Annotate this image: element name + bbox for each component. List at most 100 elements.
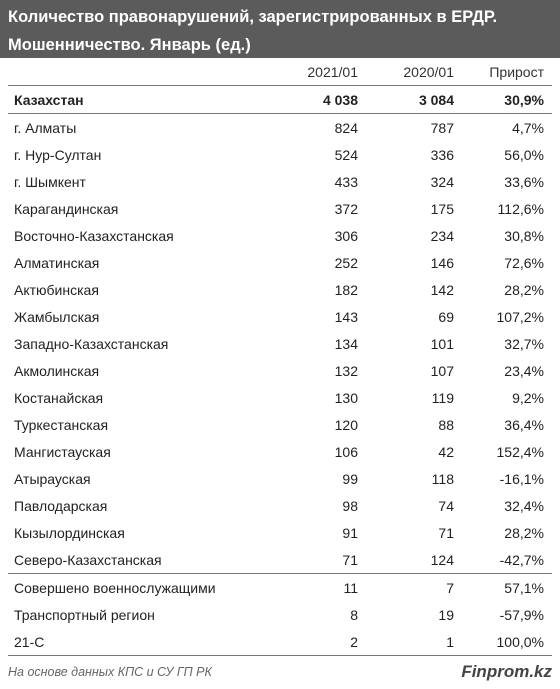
row-name: Кызылординская	[14, 524, 125, 541]
row-growth: -16,1%	[499, 470, 544, 487]
table-row-total: Казахстан 4 038 3 084 30,9%	[8, 85, 552, 114]
row-name: 21-С	[8, 628, 266, 656]
table-row: Актюбинская 182 142 28,2%	[8, 276, 552, 303]
table-row: Жамбылская 143 69 107,2%	[8, 303, 552, 330]
row-value-2020: 3 084	[366, 85, 462, 114]
row-value-2020: 787	[430, 119, 454, 136]
row-value-2020: 336	[430, 146, 454, 163]
table-row: г. Алматы 824 787 4,7%	[8, 114, 552, 142]
row-growth: 30,9%	[462, 85, 552, 114]
brand-logo: Finprom.kz	[461, 662, 552, 681]
row-growth: 9,2%	[512, 389, 544, 406]
row-value-2021: 134	[334, 335, 358, 352]
row-name: Карагандинская	[14, 200, 119, 217]
table-row: Кызылординская 91 71 28,2%	[8, 519, 552, 546]
row-value-2021: 130	[334, 389, 358, 406]
table-row: Западно-Казахстанская 134 101 32,7%	[8, 330, 552, 357]
row-growth: 72,6%	[504, 254, 544, 271]
row-name: Павлодарская	[14, 497, 108, 514]
row-value-2021: 8	[350, 606, 358, 623]
row-value-2020: 142	[430, 281, 454, 298]
table-row: 21-С 2 1 100,0%	[8, 628, 552, 656]
row-value-2021: 372	[334, 200, 358, 217]
table-row: Атырауская 99 118 -16,1%	[8, 465, 552, 492]
row-name: Восточно-Казахстанская	[14, 227, 174, 244]
row-growth: 107,2%	[496, 308, 544, 325]
table-row: Восточно-Казахстанская 306 234 30,8%	[8, 222, 552, 249]
row-name: Костанайская	[14, 389, 104, 406]
table-row: Мангистауская 106 42 152,4%	[8, 438, 552, 465]
row-value-2020: 101	[430, 335, 454, 352]
row-value-2021: 2	[266, 628, 366, 656]
row-value-2020: 175	[430, 200, 454, 217]
row-name: Западно-Казахстанская	[14, 335, 169, 352]
row-name: г. Алматы	[14, 119, 77, 136]
source-note: На основе данных КПС и СУ ГП РК	[8, 665, 212, 679]
row-growth: 152,4%	[496, 443, 544, 460]
row-value-2020: 234	[430, 227, 454, 244]
row-growth: 30,8%	[504, 227, 544, 244]
table-row: Акмолинская 132 107 23,4%	[8, 357, 552, 384]
row-name: Транспортный регион	[14, 606, 155, 623]
table-row: Северо-Казахстанская 71 124 -42,7%	[8, 546, 552, 574]
column-header-growth: Прирост	[489, 63, 544, 80]
footer: На основе данных КПС и СУ ГП РК Finprom.…	[8, 658, 552, 686]
row-growth: 32,4%	[504, 497, 544, 514]
row-value-2021: 99	[342, 470, 358, 487]
row-value-2021: 91	[342, 524, 358, 541]
row-growth: 23,4%	[504, 362, 544, 379]
row-value-2020: 324	[430, 173, 454, 190]
row-value-2020: 107	[430, 362, 454, 379]
table-row: Туркестанская 120 88 36,4%	[8, 411, 552, 438]
row-name: Алматинская	[14, 254, 100, 271]
data-table: 2021/01 2020/01 Прирост Казахстан 4 038 …	[8, 58, 552, 656]
row-value-2020: 146	[430, 254, 454, 271]
row-growth: 33,6%	[504, 173, 544, 190]
row-growth: 32,7%	[504, 335, 544, 352]
header-row: 2021/01 2020/01 Прирост	[8, 58, 552, 86]
row-value-2021: 106	[334, 443, 358, 460]
chart-title-line-2: Мошенничество. Январь (ед.)	[8, 36, 251, 54]
row-name: Северо-Казахстанская	[14, 551, 162, 568]
table-row: Совершено военнослужащими 11 7 57,1%	[8, 573, 552, 601]
row-growth: 100,0%	[462, 628, 552, 656]
row-value-2020: 74	[438, 497, 454, 514]
chart-title-line-1: Количество правонарушений, зарегистриров…	[8, 8, 498, 26]
table-row: Алматинская 252 146 72,6%	[8, 249, 552, 276]
row-value-2020: 118	[431, 470, 454, 487]
row-name: Актюбинская	[14, 281, 99, 298]
column-header-name	[8, 58, 266, 86]
row-growth: 56,0%	[504, 146, 544, 163]
column-header-2020: 2020/01	[403, 63, 454, 80]
table-row: Костанайская 130 119 9,2%	[8, 384, 552, 411]
row-value-2020: 1	[366, 628, 462, 656]
row-name: г. Нур-Султан	[14, 146, 102, 163]
row-value-2021: 433	[334, 173, 358, 190]
row-growth: 28,2%	[504, 524, 544, 541]
row-value-2021: 524	[334, 146, 358, 163]
table-body: Казахстан 4 038 3 084 30,9% г. Алматы 824…	[8, 85, 552, 656]
row-value-2021: 824	[334, 119, 358, 136]
row-name: Жамбылская	[14, 308, 100, 325]
row-growth: 28,2%	[504, 281, 544, 298]
row-value-2021: 11	[266, 573, 366, 601]
row-value-2020: 119	[431, 389, 454, 406]
row-growth: 57,1%	[462, 573, 552, 601]
row-name: Атырауская	[14, 470, 91, 487]
row-value-2021: 71	[342, 551, 358, 568]
row-value-2021: 120	[334, 416, 358, 433]
column-header-2021: 2021/01	[307, 63, 358, 80]
row-value-2020: 19	[438, 606, 454, 623]
row-value-2020: 88	[438, 416, 454, 433]
table-row: г. Шымкент 433 324 33,6%	[8, 168, 552, 195]
row-name: Мангистауская	[14, 443, 111, 460]
row-value-2020: 71	[438, 524, 454, 541]
row-value-2021: 182	[334, 281, 358, 298]
table-row: Павлодарская 98 74 32,4%	[8, 492, 552, 519]
row-value-2021: 98	[342, 497, 358, 514]
row-value-2021: 252	[334, 254, 358, 271]
row-growth: 36,4%	[504, 416, 544, 433]
row-value-2020: 42	[438, 443, 454, 460]
row-growth: 112,6%	[497, 200, 544, 217]
